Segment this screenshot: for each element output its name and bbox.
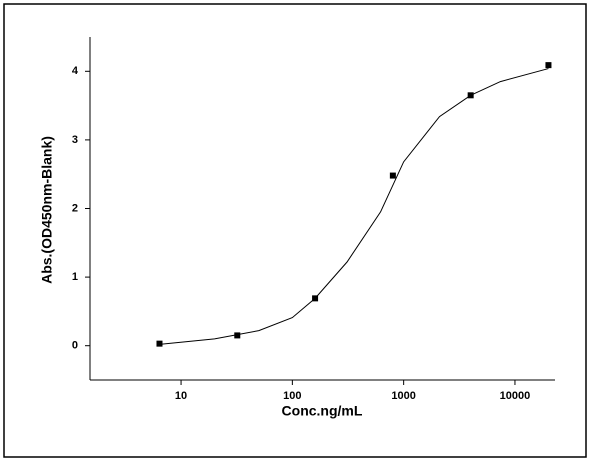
y-tick-label: 3 xyxy=(72,134,78,146)
y-axis-label: Abs.(OD450nm-Blank) xyxy=(39,136,55,284)
fit-curve xyxy=(159,68,549,345)
data-point xyxy=(312,295,319,302)
y-tick-label: 4 xyxy=(72,65,79,77)
data-point xyxy=(545,62,552,69)
x-tick-label: 10 xyxy=(175,390,187,402)
data-point xyxy=(389,172,396,179)
y-tick-label: 2 xyxy=(72,202,78,214)
data-point xyxy=(234,332,241,339)
x-tick-label: 100 xyxy=(283,390,301,402)
data-point xyxy=(467,92,474,99)
x-tick-label: 1000 xyxy=(391,390,415,402)
frame xyxy=(3,3,587,458)
x-axis-label: Conc.ng/mL xyxy=(282,403,363,419)
x-tick-label: 10000 xyxy=(500,390,531,402)
y-tick-label: 0 xyxy=(72,340,78,352)
data-point xyxy=(156,340,163,347)
y-tick-label: 1 xyxy=(72,271,78,283)
